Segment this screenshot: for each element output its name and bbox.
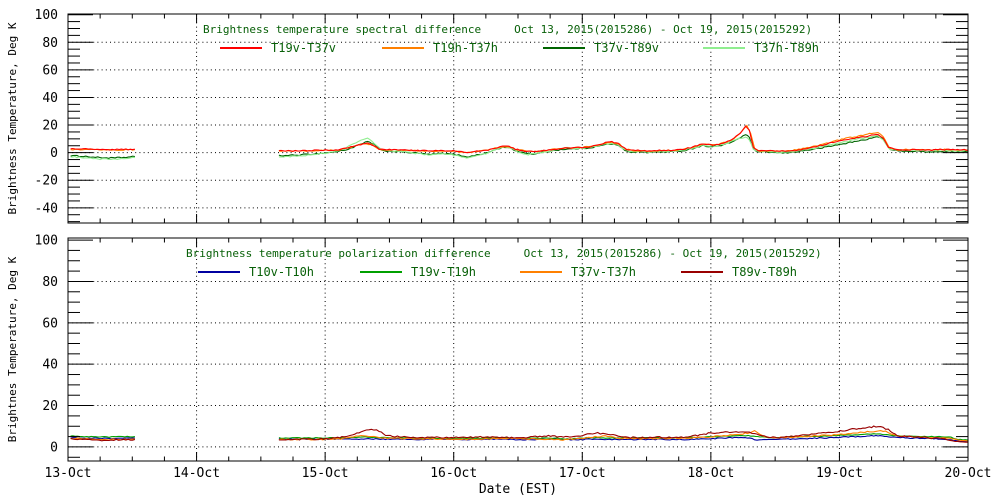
gridlines (68, 14, 968, 223)
series-line-T37v-T89v (278, 134, 968, 158)
x-tick-label: 20-Oct (945, 466, 992, 481)
series-line-T37v-T37h (278, 429, 968, 442)
y-tick-labels: -40 -20 0 20 40 60 80 100 (35, 8, 58, 216)
panel-bottom: 0 20 40 60 80 100 Brightnes Temperature, Deg K… (6, 234, 991, 497)
x-tick-label: 19-Oct (816, 466, 863, 481)
y-tick-label: 100 (35, 8, 58, 23)
y-tick-label: 20 (42, 399, 58, 414)
series-lines (70, 425, 968, 443)
series-line-T89v-T89h (70, 437, 136, 442)
y-tick-label: 80 (42, 275, 58, 290)
series-line-T19v-T37v (70, 147, 135, 151)
series-line-T19v-T37v (278, 125, 968, 154)
axis-ticks (67, 14, 969, 223)
panel-top: -40 -20 0 20 40 60 80 100 Brightness Temperature… (6, 8, 969, 224)
y-tick-label: -40 (35, 201, 58, 216)
y-tick-label: 80 (42, 36, 58, 51)
y-tick-label: 40 (42, 91, 58, 106)
axis-ticks (67, 238, 969, 461)
y-tick-label: -20 (35, 174, 58, 189)
x-tick-label: 16-Oct (430, 466, 477, 481)
series-line-T37h-T89h (70, 155, 135, 161)
x-tick-label: 15-Oct (302, 466, 349, 481)
x-tick-label: 18-Oct (687, 466, 734, 481)
series-lines (70, 124, 968, 161)
y-axis-title-bottom: Brightnes Temperature, Deg K (6, 256, 19, 442)
y-tick-label: 0 (50, 146, 58, 161)
y-tick-label: 100 (35, 234, 58, 249)
top-panel-title: Brightness temperature spectral differen… (203, 23, 812, 36)
bottom-panel-date-range: Oct 13, 2015(2015286) - Oct 19, 2015(201… (523, 247, 822, 260)
top-panel-title-text: Brightness temperature spectral differen… (203, 23, 482, 36)
y-tick-labels: 0 20 40 60 80 100 (35, 234, 58, 456)
x-tick-label: 13-Oct (45, 466, 92, 481)
bottom-panel-title-text: Brightness temperature polarization diff… (186, 247, 491, 260)
top-panel-date-range: Oct 13, 2015(2015286) - Oct 19, 2015(201… (514, 23, 813, 36)
x-tick-label: 14-Oct (173, 466, 220, 481)
plot-box (67, 13, 969, 224)
series-line-T37v-T89v (70, 154, 135, 159)
y-tick-label: 60 (42, 63, 58, 78)
plot-box (67, 237, 969, 462)
y-tick-label: 0 (50, 440, 58, 455)
gridlines (68, 238, 968, 461)
y-axis-title-top: Brightness Temperature, Deg K (6, 22, 19, 214)
bottom-panel-title: Brightness temperature polarization diff… (186, 247, 822, 260)
y-tick-label: 20 (42, 119, 58, 134)
x-tick-label: 17-Oct (559, 466, 606, 481)
y-tick-label: 40 (42, 358, 58, 373)
series-line-T19v-T19h (70, 435, 135, 438)
x-axis-title: Date (EST) (479, 482, 557, 497)
series-line-T89v-T89h (278, 425, 968, 443)
x-tick-labels: 13-Oct 14-Oct 15-Oct 16-Oct 17-Oct 18-Oct 19-O… (45, 466, 992, 481)
y-tick-label: 60 (42, 316, 58, 331)
series-line-T10v-T10h (278, 434, 968, 443)
